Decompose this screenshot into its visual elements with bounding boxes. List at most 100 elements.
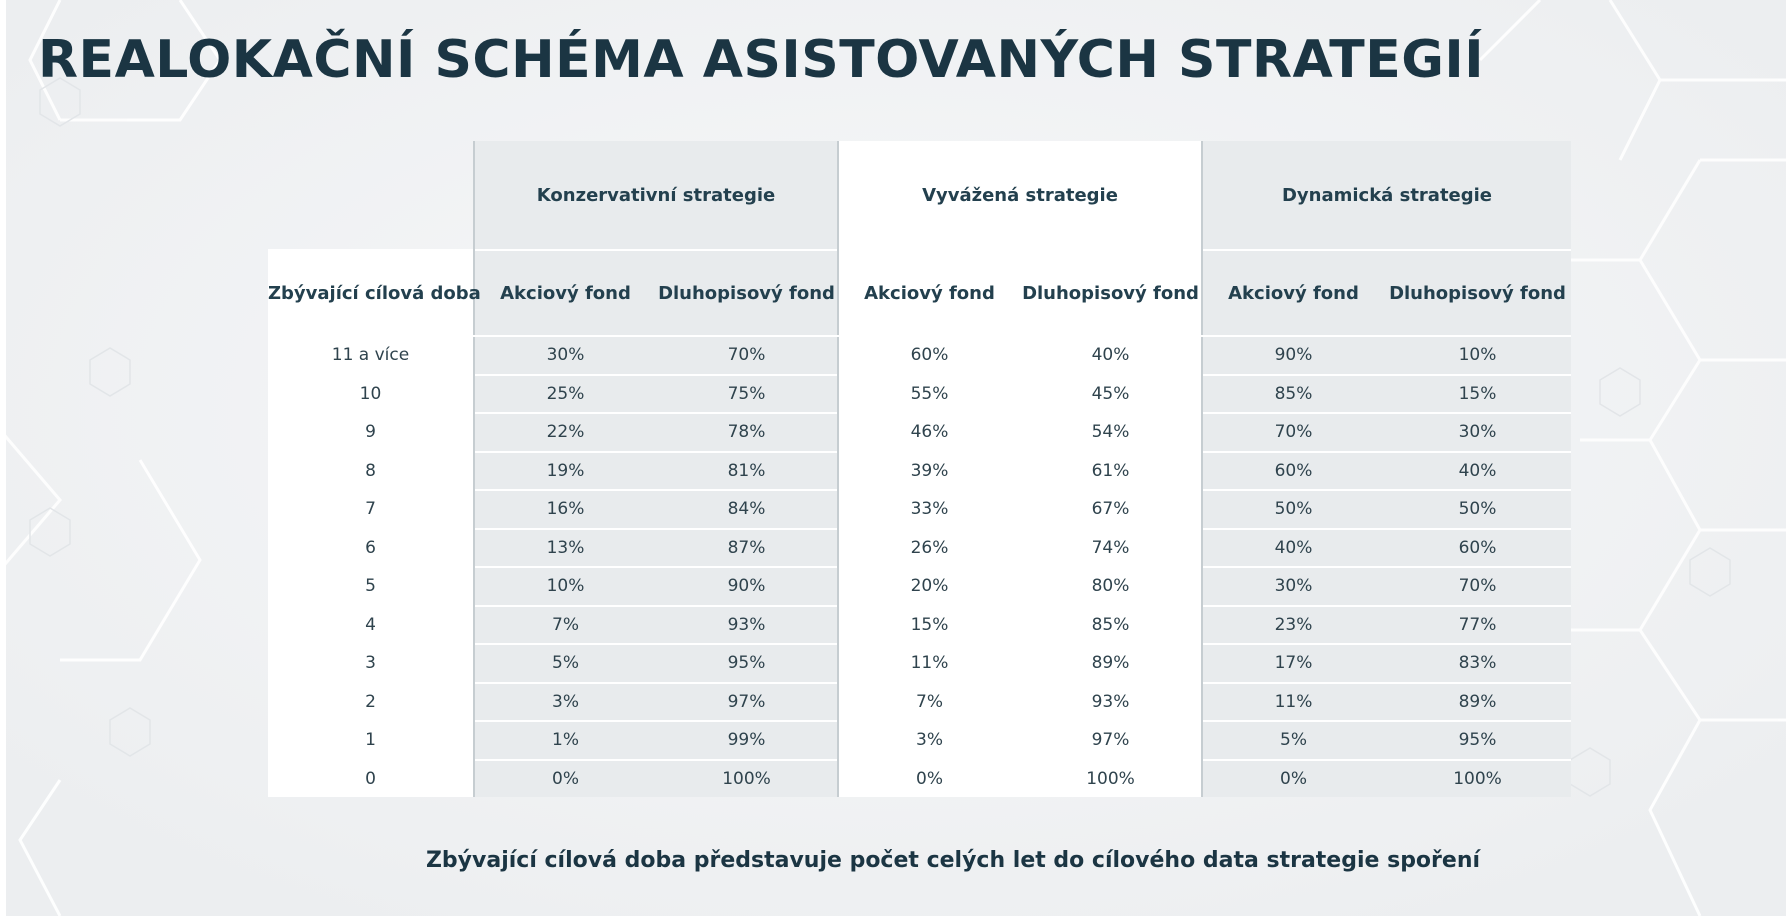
cell-balanced-equity: 60% (837, 336, 1020, 375)
cell-dynamic-bond: 89% (1384, 681, 1572, 721)
corner-cell (268, 141, 474, 250)
cell-balanced-equity: 33% (837, 489, 1020, 529)
row-label-cell: 6 (268, 527, 474, 567)
row-label-cell: 10 (268, 373, 474, 413)
cell-conservative-bond: 93% (656, 604, 838, 644)
table-row: 10 25% 75% 55% 45% 85% 15% (268, 373, 1572, 413)
table-row: 7 16% 84% 33% 67% 50% 50% (268, 489, 1572, 529)
cell-conservative-equity: 30% (473, 336, 656, 375)
row-label-cell: 3 (268, 643, 474, 683)
cell-conservative-bond: 81% (656, 450, 838, 490)
table-row: 9 22% 78% 46% 54% 70% 30% (268, 412, 1572, 452)
cell-balanced-bond: 67% (1020, 489, 1202, 529)
cell-conservative-bond: 90% (656, 566, 838, 606)
cell-balanced-bond: 97% (1020, 720, 1202, 760)
row-label-cell: 4 (268, 604, 474, 644)
cell-dynamic-bond: 83% (1384, 643, 1572, 683)
cell-balanced-equity: 26% (837, 527, 1020, 567)
table-row: 3 5% 95% 11% 89% 17% 83% (268, 643, 1572, 683)
cell-balanced-bond: 80% (1020, 566, 1202, 606)
column-header-row: Zbývající cílová doba Akciový fond Dluho… (268, 249, 1572, 337)
row-header-remaining-time: Zbývající cílová doba (268, 249, 481, 337)
row-label-cell: 5 (268, 566, 474, 606)
cell-dynamic-equity: 17% (1201, 643, 1384, 683)
cell-dynamic-equity: 5% (1201, 720, 1384, 760)
col-header-conservative-bond: Dluhopisový fond (656, 249, 838, 337)
cell-balanced-equity: 11% (837, 643, 1020, 683)
group-header-row: Konzervativní strategie Vyvážená strateg… (268, 141, 1572, 250)
cell-conservative-equity: 13% (473, 527, 656, 567)
cell-balanced-equity: 7% (837, 681, 1020, 721)
cell-dynamic-equity: 60% (1201, 450, 1384, 490)
cell-balanced-bond: 74% (1020, 527, 1202, 567)
cell-balanced-equity: 46% (837, 412, 1020, 452)
cell-balanced-equity: 15% (837, 604, 1020, 644)
cell-conservative-bond: 75% (656, 373, 838, 413)
cell-conservative-bond: 97% (656, 681, 838, 721)
cell-conservative-equity: 5% (473, 643, 656, 683)
group-header-conservative: Konzervativní strategie (473, 141, 838, 250)
cell-balanced-bond: 61% (1020, 450, 1202, 490)
cell-balanced-bond: 93% (1020, 681, 1202, 721)
cell-conservative-bond: 99% (656, 720, 838, 760)
col-header-dynamic-equity: Akciový fond (1201, 249, 1384, 337)
cell-dynamic-equity: 23% (1201, 604, 1384, 644)
cell-dynamic-equity: 30% (1201, 566, 1384, 606)
cell-balanced-bond: 45% (1020, 373, 1202, 413)
cell-dynamic-equity: 70% (1201, 412, 1384, 452)
row-label-cell: 9 (268, 412, 474, 452)
group-header-dynamic: Dynamická strategie (1200, 141, 1572, 250)
cell-dynamic-equity: 11% (1201, 681, 1384, 721)
cell-balanced-bond: 54% (1020, 412, 1202, 452)
cell-dynamic-equity: 50% (1201, 489, 1384, 529)
cell-conservative-bond: 78% (656, 412, 838, 452)
cell-conservative-equity: 7% (473, 604, 656, 644)
cell-dynamic-bond: 30% (1384, 412, 1572, 452)
cell-dynamic-bond: 70% (1384, 566, 1572, 606)
table-row: 8 19% 81% 39% 61% 60% 40% (268, 450, 1572, 490)
col-header-balanced-bond: Dluhopisový fond (1020, 249, 1202, 337)
cell-conservative-equity: 3% (473, 681, 656, 721)
cell-balanced-equity: 39% (837, 450, 1020, 490)
row-label-cell: 2 (268, 681, 474, 721)
cell-dynamic-equity: 85% (1201, 373, 1384, 413)
col-header-balanced-equity: Akciový fond (837, 249, 1020, 337)
cell-dynamic-bond: 40% (1384, 450, 1572, 490)
cell-balanced-equity: 55% (837, 373, 1020, 413)
cell-dynamic-equity: 0% (1201, 758, 1384, 797)
cell-dynamic-bond: 100% (1384, 758, 1572, 797)
table-row: 5 10% 90% 20% 80% 30% 70% (268, 566, 1572, 606)
cell-balanced-bond: 85% (1020, 604, 1202, 644)
cell-conservative-equity: 0% (473, 758, 656, 797)
row-label-cell: 8 (268, 450, 474, 490)
table-row: 2 3% 97% 7% 93% 11% 89% (268, 681, 1572, 721)
cell-conservative-equity: 1% (473, 720, 656, 760)
row-label-cell: 7 (268, 489, 474, 529)
table-row: 0 0% 100% 0% 100% 0% 100% (268, 758, 1572, 797)
cell-dynamic-equity: 90% (1201, 336, 1384, 375)
left-edge-strip (0, 0, 6, 916)
page-title: REALOKAČNÍ SCHÉMA ASISTOVANÝCH STRATEGIÍ (38, 30, 1485, 90)
cell-balanced-bond: 40% (1020, 336, 1202, 375)
reallocation-table: Konzervativní strategie Vyvážená strateg… (268, 141, 1572, 797)
cell-conservative-bond: 70% (656, 336, 838, 375)
cell-balanced-equity: 0% (837, 758, 1020, 797)
cell-conservative-bond: 87% (656, 527, 838, 567)
row-label-cell: 1 (268, 720, 474, 760)
cell-dynamic-bond: 77% (1384, 604, 1572, 644)
cell-dynamic-equity: 40% (1201, 527, 1384, 567)
cell-balanced-equity: 3% (837, 720, 1020, 760)
group-header-balanced: Vyvážená strategie (837, 141, 1202, 250)
cell-balanced-equity: 20% (837, 566, 1020, 606)
row-label-cell: 0 (268, 758, 474, 797)
cell-conservative-equity: 25% (473, 373, 656, 413)
cell-dynamic-bond: 60% (1384, 527, 1572, 567)
table-row: 4 7% 93% 15% 85% 23% 77% (268, 604, 1572, 644)
cell-dynamic-bond: 15% (1384, 373, 1572, 413)
col-header-dynamic-bond: Dluhopisový fond (1384, 249, 1572, 337)
cell-conservative-equity: 16% (473, 489, 656, 529)
table-body: 11 a více 30% 70% 60% 40% 90% 10% 10 25% 75% 55% 45… (268, 336, 1572, 797)
cell-balanced-bond: 100% (1020, 758, 1202, 797)
cell-balanced-bond: 89% (1020, 643, 1202, 683)
table-row: 6 13% 87% 26% 74% 40% 60% (268, 527, 1572, 567)
